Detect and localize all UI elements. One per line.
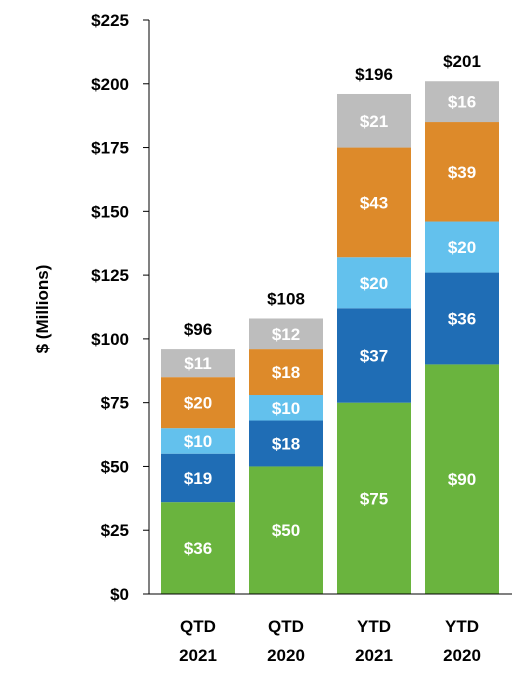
- bar-segment-label: $39: [448, 163, 476, 182]
- y-tick-label: $100: [91, 330, 129, 349]
- bar-segment-label: $18: [272, 434, 300, 453]
- bar-segment: [337, 257, 411, 309]
- y-tick-label: $125: [91, 266, 129, 285]
- bar-segment: [337, 93, 411, 148]
- bar-segment-label: $10: [272, 399, 300, 418]
- y-tick-label: $50: [101, 457, 129, 476]
- bar-segment-label: $16: [448, 93, 476, 112]
- bar-segment: [249, 349, 323, 396]
- bar-segment: [425, 221, 499, 273]
- bar-segment-label: $43: [360, 193, 388, 212]
- y-tick-label: $225: [91, 11, 129, 30]
- bar-segment-label: $10: [184, 432, 212, 451]
- bar-segment-label: $37: [360, 346, 388, 365]
- y-tick-label: $200: [91, 75, 129, 94]
- bar-segment-label: $90: [448, 470, 476, 489]
- bar-segment-label: $12: [272, 325, 300, 344]
- bar-segment: [161, 428, 235, 454]
- bar-total-label: $108: [267, 289, 305, 308]
- bar-segment-label: $36: [448, 309, 476, 328]
- bar-segment: [337, 308, 411, 403]
- bar-segment: [425, 122, 499, 222]
- bar-segment-label: $36: [184, 539, 212, 558]
- bar-segment: [161, 349, 235, 378]
- y-axis-title: $ (Millions): [33, 265, 52, 354]
- bar-segment: [425, 272, 499, 365]
- x-category-label: 2020: [443, 646, 481, 665]
- bar-segment-label: $20: [448, 238, 476, 257]
- x-category-label: 2021: [355, 646, 393, 665]
- bar-segment-label: $19: [184, 469, 212, 488]
- bars: $36 $19 $10 $20 $11 $96 $50 $18 $10 $18 $12 $108 $75…: [161, 52, 499, 594]
- bar-segment: [425, 364, 499, 594]
- bar-segment: [249, 395, 323, 421]
- y-axis: $0 $25 $50 $75 $100 $125 $150 $175 $200 $225: [91, 11, 150, 604]
- x-category-label: YTD: [445, 617, 479, 636]
- bar-total-label: $201: [443, 52, 481, 71]
- bar-segment: [425, 81, 499, 123]
- bar-segment-label: $20: [360, 274, 388, 293]
- x-category-label: YTD: [357, 617, 391, 636]
- y-tick-label: $75: [101, 394, 129, 413]
- y-tick-label: $0: [110, 585, 129, 604]
- bar-segment: [161, 377, 235, 429]
- bar-segment: [161, 453, 235, 503]
- bar-segment: [161, 502, 235, 594]
- bar-total-label: $196: [355, 65, 393, 84]
- bar-segment-label: $21: [360, 112, 388, 131]
- bar-segment: [337, 147, 411, 258]
- x-category-label: QTD: [268, 617, 304, 636]
- bar-segment-label: $75: [360, 489, 388, 508]
- x-axis: QTD 2021 QTD 2020 YTD 2021 YTD 2020: [149, 593, 512, 665]
- bar-segment-label: $18: [272, 363, 300, 382]
- bar-segment: [337, 402, 411, 594]
- x-category-label: 2020: [267, 646, 305, 665]
- bar-segment: [249, 466, 323, 594]
- bar-segment: [249, 318, 323, 350]
- y-tick-label: $25: [101, 521, 129, 540]
- bar-segment-label: $20: [184, 394, 212, 413]
- bar-segment: [249, 420, 323, 467]
- y-tick-label: $175: [91, 139, 129, 158]
- x-category-label: 2021: [179, 646, 217, 665]
- bar-segment-label: $11: [184, 354, 211, 373]
- y-tick-label: $150: [91, 202, 129, 221]
- bar-total-label: $96: [184, 320, 212, 339]
- bar-segment-label: $50: [272, 521, 300, 540]
- x-category-label: QTD: [180, 617, 216, 636]
